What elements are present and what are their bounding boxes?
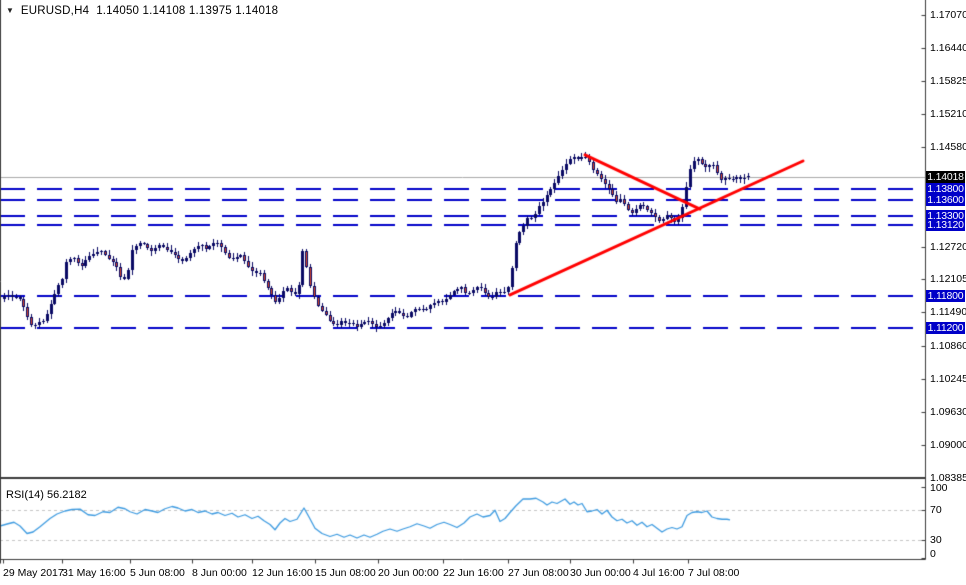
price-tick-label: 1.15210 bbox=[930, 107, 966, 120]
rsi-tick-label: 0 bbox=[930, 548, 936, 560]
price-tick-label: 1.17070 bbox=[930, 8, 966, 21]
price-tick-label: 1.10860 bbox=[930, 339, 966, 352]
rsi-axis[interactable]: 100 70 30 0 bbox=[925, 480, 966, 560]
price-tick-label: 1.11490 bbox=[930, 306, 966, 319]
symbol-dropdown-icon[interactable]: ▼ bbox=[6, 6, 14, 15]
price-tick-label: 1.14580 bbox=[930, 141, 966, 154]
price-tick-label: 1.16440 bbox=[930, 42, 966, 55]
level-price-badge: 1.13120 bbox=[926, 219, 965, 232]
price-tick-label: 1.10245 bbox=[930, 372, 966, 385]
price-tick-label: 1.08385 bbox=[930, 472, 966, 484]
rsi-tick-label: 30 bbox=[930, 533, 942, 546]
time-axis[interactable]: 29 May 2017 31 May 16:00 5 Jun 08:00 8 Jun … bbox=[0, 561, 966, 585]
time-axis-label: 7 Jul 08:00 bbox=[688, 567, 740, 579]
level-price-badge: 1.11800 bbox=[926, 289, 965, 302]
time-axis-label: 29 May 2017 bbox=[3, 567, 64, 579]
time-axis-label: 12 Jun 16:00 bbox=[252, 567, 313, 579]
level-price-badge: 1.13300 bbox=[926, 209, 965, 222]
rsi-tick-label: 70 bbox=[930, 503, 942, 516]
price-tick-label: 1.12720 bbox=[930, 240, 966, 253]
price-tick-label: 1.12105 bbox=[930, 273, 966, 286]
rsi-tick-label: 100 bbox=[930, 482, 948, 494]
time-axis-label: 8 Jun 00:00 bbox=[192, 567, 247, 579]
time-axis-label: 20 Jun 00:00 bbox=[378, 567, 439, 579]
price-tick-label: 1.15825 bbox=[930, 74, 966, 87]
level-price-badge: 1.13800 bbox=[926, 183, 965, 195]
time-axis-label: 27 Jun 08:00 bbox=[508, 567, 569, 579]
chart-symbol-period: EURUSD,H4 bbox=[20, 5, 90, 17]
time-axis-label: 5 Jun 08:00 bbox=[130, 567, 185, 579]
time-axis-label: 30 Jun 00:00 bbox=[570, 567, 631, 579]
price-tick-label: 1.09000 bbox=[930, 439, 966, 452]
time-axis-label: 15 Jun 08:00 bbox=[315, 567, 376, 579]
time-axis-label: 4 Jul 16:00 bbox=[633, 567, 685, 579]
level-price-badge: 1.13600 bbox=[926, 193, 965, 206]
current-price-badge: 1.14018 bbox=[926, 171, 965, 184]
chart-title: ▼ EURUSD,H4 1.14050 1.14108 1.13975 1.14… bbox=[6, 5, 278, 17]
time-axis-label: 22 Jun 16:00 bbox=[443, 567, 504, 579]
rsi-indicator-label: RSI(14) 56.2182 bbox=[6, 489, 87, 501]
price-axis[interactable]: 1.17070 1.16440 1.15825 1.15210 1.14580 1.127… bbox=[925, 0, 966, 484]
price-tick-label: 1.09630 bbox=[930, 405, 966, 418]
chart-ohlc-values: 1.14050 1.14108 1.13975 1.14018 bbox=[96, 5, 279, 17]
time-axis-label: 31 May 16:00 bbox=[62, 567, 126, 579]
level-price-badge: 1.11200 bbox=[926, 321, 965, 334]
